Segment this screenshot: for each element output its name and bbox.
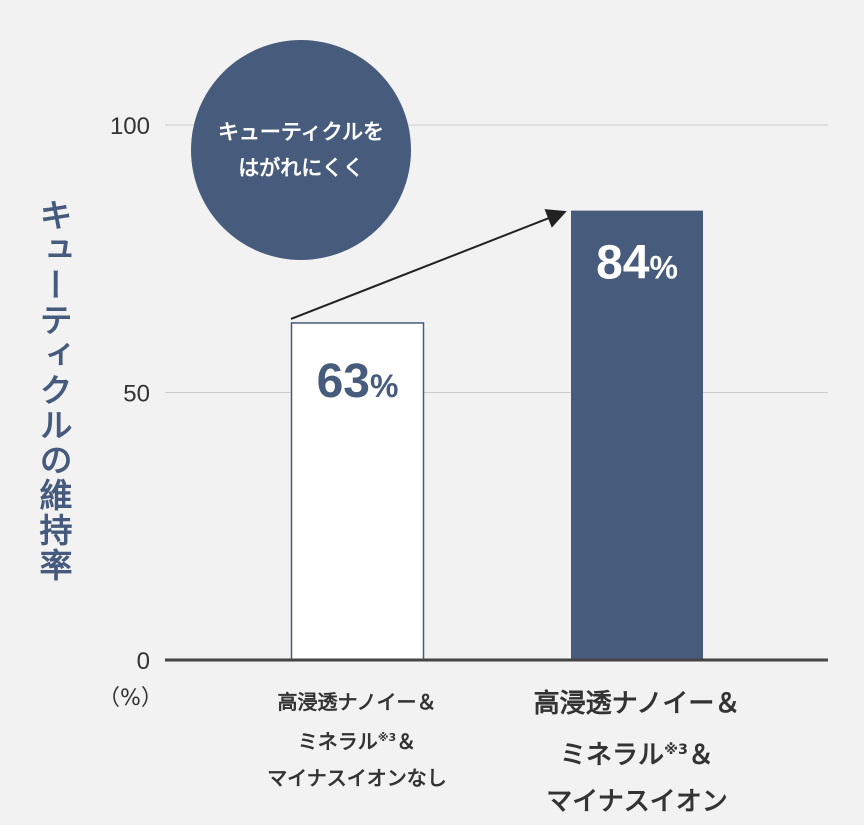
y-tick-label: 0 (137, 648, 150, 675)
category-label-line: マイナスイオン (546, 786, 728, 817)
annotation-badge: キューティクルを はがれにくく (191, 40, 411, 260)
y-axis-unit: （%） (98, 686, 163, 711)
category-label-line: ミネラル※3＆ (297, 729, 417, 754)
category-label-line: ミネラル※3＆ (560, 740, 714, 771)
category-label-line: 高浸透ナノイー＆ (277, 690, 437, 714)
category-label-line: 高浸透ナノイー＆ (533, 689, 741, 719)
annotation-line2: はがれにくく (238, 156, 364, 180)
annotation-line1: キューティクルを (217, 120, 385, 144)
y-tick-label: 100 (110, 113, 150, 140)
y-tick-label: 50 (123, 381, 150, 408)
value-label: 63% (317, 355, 399, 408)
value-label: 84% (596, 237, 678, 290)
y-axis-label: キューティクルの維持率 (34, 198, 73, 583)
category-label-line: マイナスイオンなし (267, 765, 447, 790)
bar-with (571, 210, 703, 660)
category-label-with: 高浸透ナノイー＆ ミネラル※3＆ マイナスイオン (487, 681, 787, 825)
category-label-without: 高浸透ナノイー＆ ミネラル※3＆ マイナスイオンなし (222, 684, 492, 796)
trend-arrow (290, 209, 567, 320)
